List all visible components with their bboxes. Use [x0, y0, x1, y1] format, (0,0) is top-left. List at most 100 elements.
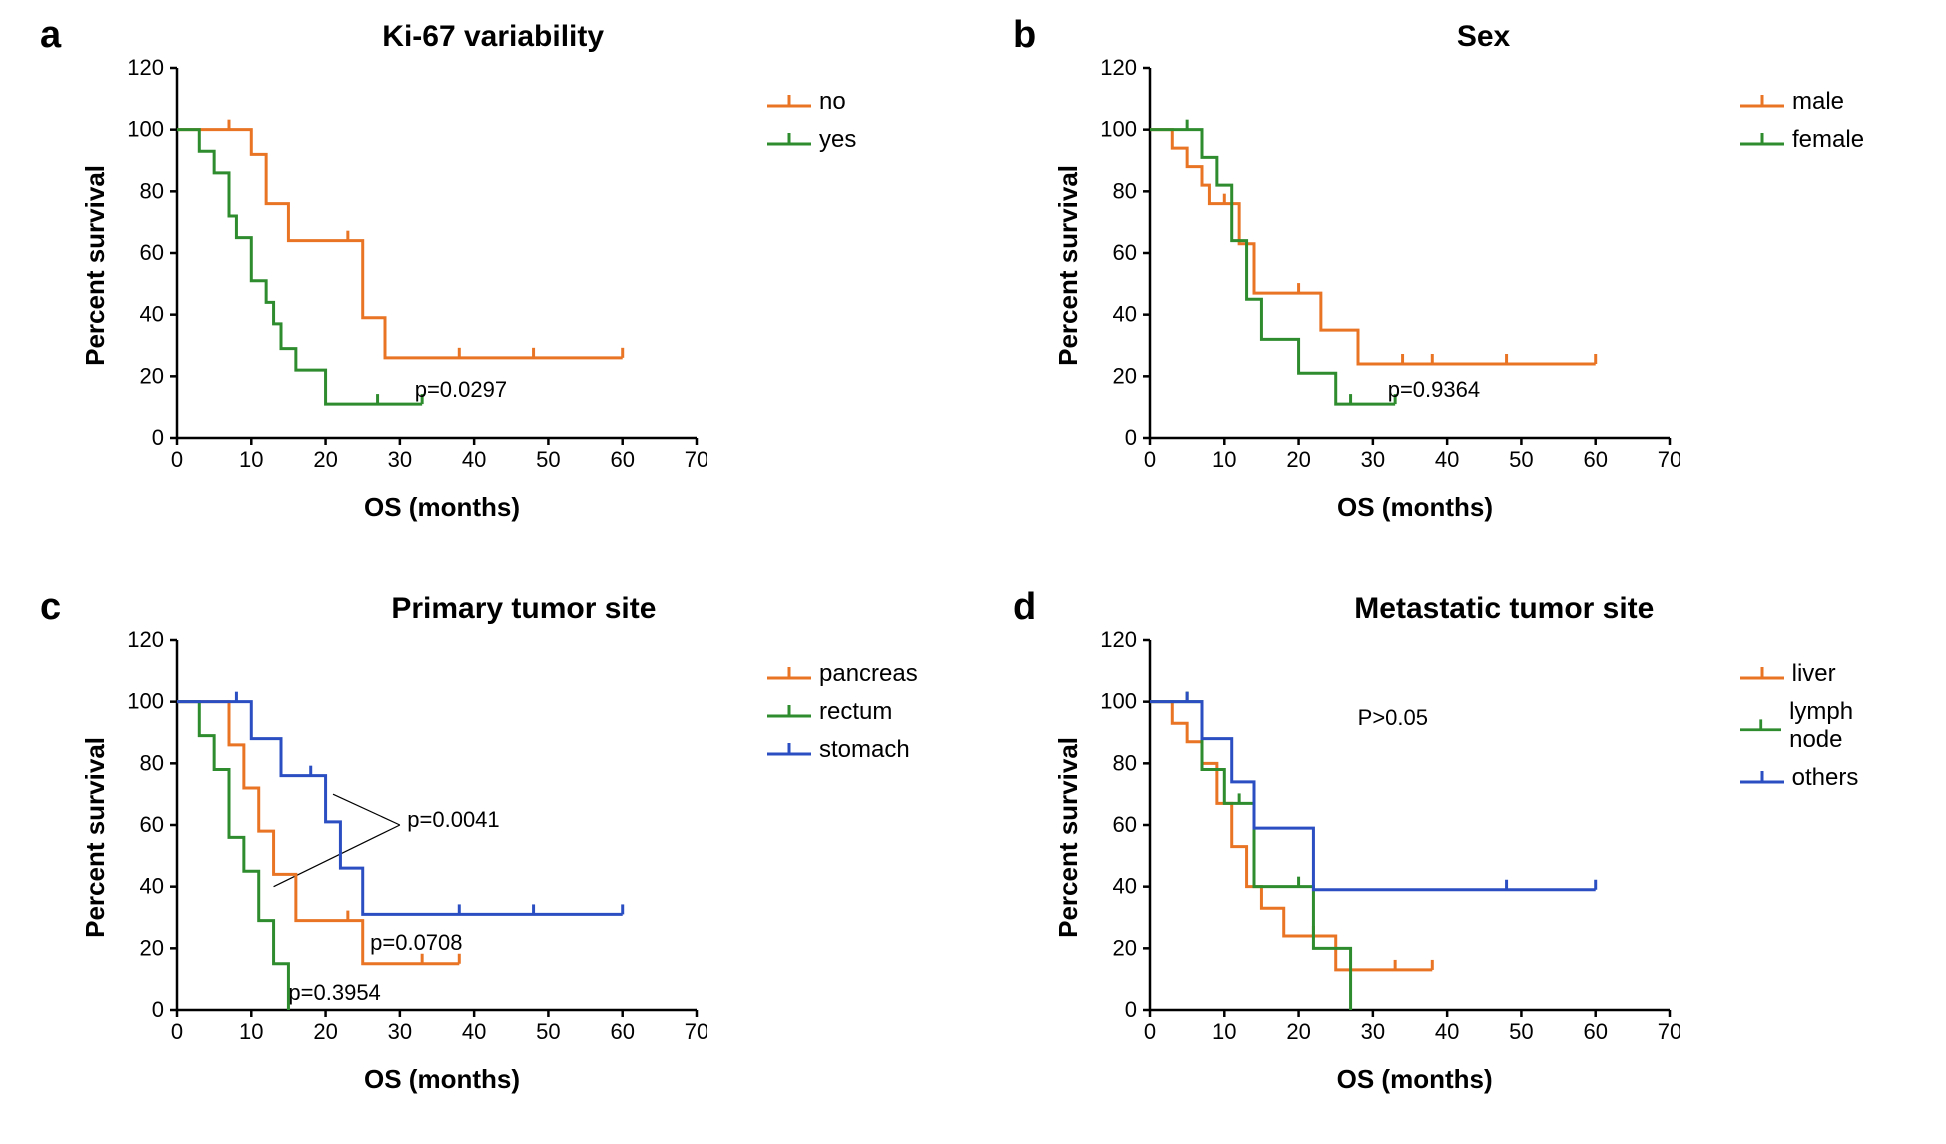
legend-label: male [1792, 88, 1844, 116]
legend-item: liver [1740, 660, 1906, 688]
svg-text:80: 80 [140, 178, 164, 203]
svg-text:30: 30 [388, 447, 412, 472]
y-axis-label: Percent survival [80, 737, 111, 938]
svg-text:70: 70 [1657, 1019, 1679, 1044]
svg-text:40: 40 [140, 302, 164, 327]
svg-text:30: 30 [1361, 447, 1385, 472]
km-series-no [177, 130, 623, 358]
svg-text:0: 0 [1124, 997, 1136, 1022]
svg-text:60: 60 [1583, 447, 1607, 472]
svg-text:20: 20 [1113, 363, 1137, 388]
svg-text:60: 60 [610, 447, 634, 472]
legend-item: female [1740, 126, 1864, 154]
svg-text:20: 20 [140, 363, 164, 388]
legend-item: no [767, 88, 856, 116]
legend-label: liver [1792, 660, 1836, 688]
legend-item: lymph node [1740, 698, 1906, 754]
svg-text:30: 30 [388, 1019, 412, 1044]
legend-swatch-icon [767, 130, 811, 150]
svg-text:20: 20 [1286, 1019, 1310, 1044]
svg-text:60: 60 [610, 1019, 634, 1044]
svg-text:40: 40 [462, 1019, 486, 1044]
panel-letter: c [40, 586, 72, 629]
km-plot: 010203040506070020406080100120 [117, 58, 707, 488]
km-plot: 010203040506070020406080100120 [1090, 630, 1680, 1060]
legend: liver lymph node others [1740, 660, 1906, 792]
svg-text:20: 20 [1112, 935, 1136, 960]
svg-text:40: 40 [1435, 447, 1459, 472]
svg-text:10: 10 [1212, 1019, 1236, 1044]
svg-text:0: 0 [152, 997, 164, 1022]
svg-text:60: 60 [1112, 812, 1136, 837]
legend-label: yes [819, 126, 856, 154]
svg-text:40: 40 [140, 874, 164, 899]
svg-text:120: 120 [1100, 630, 1137, 652]
svg-text:20: 20 [140, 935, 164, 960]
svg-text:0: 0 [152, 425, 164, 450]
svg-text:20: 20 [313, 447, 337, 472]
panel-letter: b [1013, 14, 1045, 57]
svg-text:0: 0 [1125, 425, 1137, 450]
svg-text:120: 120 [127, 58, 164, 80]
legend-item: male [1740, 88, 1864, 116]
svg-text:50: 50 [536, 447, 560, 472]
legend-swatch-icon [1740, 716, 1781, 736]
x-axis-label: OS (months) [147, 1064, 737, 1095]
panel-c: cPrimary tumor sitePercent survival01020… [40, 592, 933, 1124]
annotation: p=0.0297 [415, 377, 507, 403]
x-axis-label: OS (months) [1120, 1064, 1710, 1095]
legend-swatch-icon [1740, 130, 1784, 150]
chart-title: Sex [1457, 20, 1510, 54]
svg-text:40: 40 [1435, 1019, 1459, 1044]
svg-text:70: 70 [685, 1019, 707, 1044]
km-series-stomach [177, 702, 623, 915]
legend: no yes [767, 88, 856, 154]
legend-swatch-icon [767, 702, 811, 722]
svg-text:60: 60 [140, 240, 164, 265]
panel-letter: d [1013, 586, 1045, 629]
svg-text:60: 60 [1583, 1019, 1607, 1044]
chart-title: Metastatic tumor site [1354, 592, 1654, 626]
x-axis-label: OS (months) [147, 492, 737, 523]
panel-b: bSexPercent survival01020304050607002040… [1013, 20, 1906, 552]
figure-grid: aKi-67 variabilityPercent survival010203… [40, 20, 1906, 1124]
svg-text:120: 120 [1100, 58, 1137, 80]
legend-label: lymph node [1789, 698, 1906, 754]
svg-text:50: 50 [1509, 1019, 1533, 1044]
legend-label: rectum [819, 698, 892, 726]
annotation: P>0.05 [1358, 705, 1428, 731]
panel-d: dMetastatic tumor sitePercent survival01… [1013, 592, 1906, 1124]
svg-text:60: 60 [140, 812, 164, 837]
legend-label: stomach [819, 736, 910, 764]
svg-text:50: 50 [536, 1019, 560, 1044]
legend-swatch-icon [767, 92, 811, 112]
km-series-rectum [177, 702, 288, 1010]
legend: male female [1740, 88, 1864, 154]
annotation: p=0.9364 [1388, 377, 1480, 403]
legend-label: female [1792, 126, 1864, 154]
svg-text:80: 80 [1113, 178, 1137, 203]
svg-text:10: 10 [239, 1019, 263, 1044]
svg-text:20: 20 [313, 1019, 337, 1044]
svg-text:80: 80 [140, 750, 164, 775]
km-plot: 010203040506070020406080100120 [1090, 58, 1680, 488]
svg-text:100: 100 [1100, 117, 1137, 142]
legend-item: yes [767, 126, 856, 154]
legend-item: stomach [767, 736, 918, 764]
svg-text:40: 40 [1113, 302, 1137, 327]
svg-text:100: 100 [1100, 689, 1137, 714]
km-plot: 010203040506070020406080100120 [117, 630, 707, 1060]
annotation: p=0.0708 [370, 930, 462, 956]
svg-text:0: 0 [171, 1019, 183, 1044]
chart-title: Ki-67 variability [382, 20, 604, 54]
svg-text:10: 10 [1212, 447, 1236, 472]
legend-item: others [1740, 764, 1906, 792]
annotation: p=0.0041 [407, 807, 499, 833]
legend-swatch-icon [1740, 92, 1784, 112]
svg-text:60: 60 [1113, 240, 1137, 265]
svg-text:100: 100 [127, 689, 164, 714]
svg-text:0: 0 [1144, 447, 1156, 472]
legend-swatch-icon [1740, 664, 1784, 684]
svg-text:70: 70 [1658, 447, 1680, 472]
chart-title: Primary tumor site [391, 592, 656, 626]
